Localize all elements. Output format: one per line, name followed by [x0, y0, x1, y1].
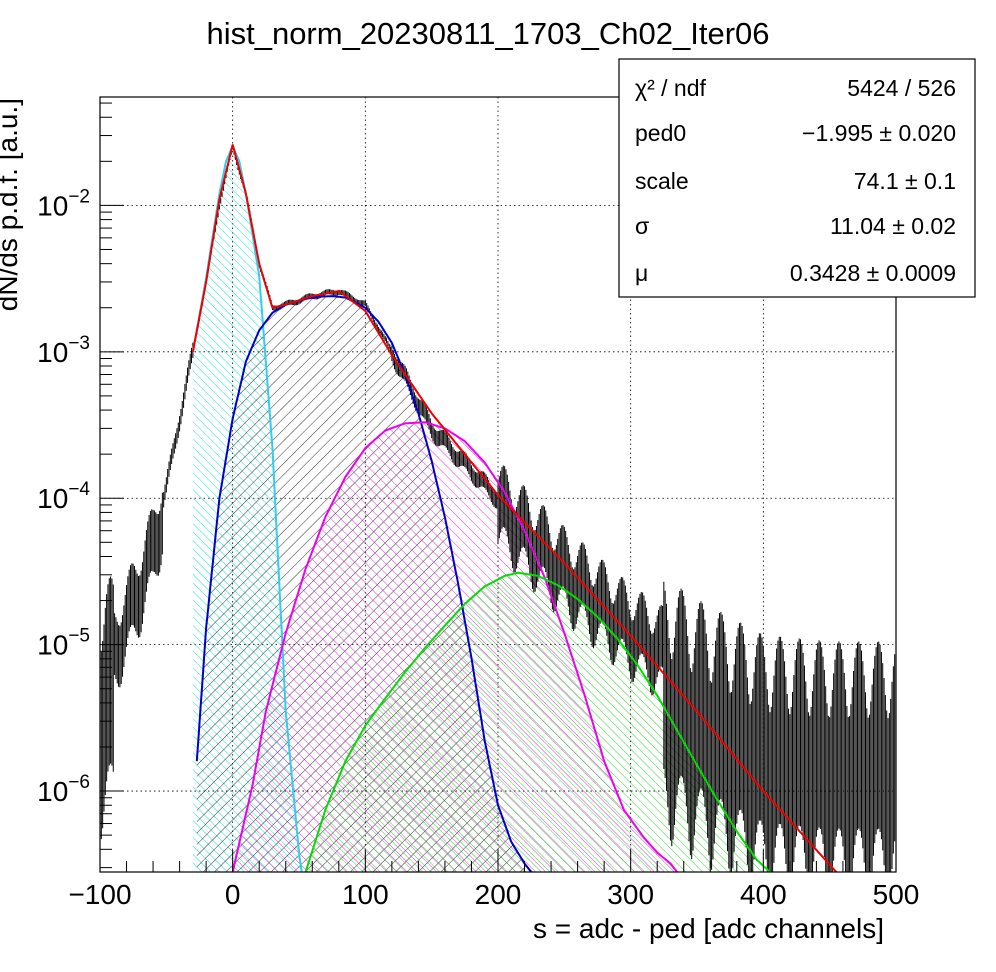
- chart-title: hist_norm_20230811_1703_Ch02_Iter06: [206, 16, 769, 51]
- y-tick-base: 10: [37, 630, 68, 661]
- y-tick-label: 10−6: [37, 772, 90, 807]
- y-tick-label: 10−3: [37, 333, 90, 368]
- x-tick-label: 500: [873, 879, 920, 910]
- y-tick-base: 10: [37, 190, 68, 221]
- y-tick-exponent: −5: [68, 626, 90, 647]
- y-tick-base: 10: [37, 776, 68, 807]
- fit-curves: [191, 143, 838, 872]
- x-axis-label: s = adc - ped [adc channels]: [533, 913, 884, 944]
- total-fit-curve: [191, 144, 838, 872]
- stats-label: ped0: [635, 120, 686, 146]
- x-tick-label: 200: [475, 879, 522, 910]
- three-pe-component-fill: [305, 572, 770, 872]
- axis-ticks: [99, 102, 897, 872]
- y-tick-labels: 10−610−510−410−310−2: [37, 186, 90, 807]
- stats-value: 74.1 ± 0.1: [854, 168, 956, 194]
- two-pe-curve: [231, 421, 678, 872]
- y-tick-label: 10−5: [37, 626, 90, 661]
- x-tick-label: 400: [740, 879, 787, 910]
- stats-value: 11.04 ± 0.02: [830, 213, 956, 239]
- stats-box: χ² / ndf 5424 / 526 ped0 −1.995 ± 0.020 scal…: [618, 58, 976, 298]
- x-tick-label: 0: [225, 879, 241, 910]
- component-fills: [192, 145, 770, 872]
- y-tick-exponent: −6: [68, 772, 90, 793]
- one-pe-curve: [195, 295, 532, 872]
- stats-box-frame: [618, 58, 976, 298]
- x-tick-labels: −100 0 100 200 300 400 500: [68, 879, 919, 910]
- stats-value: −1.995 ± 0.020: [802, 120, 956, 146]
- stats-value: 5424 / 526: [847, 75, 956, 101]
- y-tick-base: 10: [37, 483, 68, 514]
- y-tick-exponent: −3: [68, 333, 90, 354]
- y-tick-exponent: −2: [68, 186, 90, 207]
- three-pe-curve: [304, 571, 771, 872]
- y-tick-base: 10: [37, 337, 68, 368]
- y-axis-label: dN/ds p.d.f. [a.u.]: [0, 98, 23, 311]
- y-tick-label: 10−4: [37, 479, 90, 514]
- x-tick-label: 100: [342, 879, 389, 910]
- stats-label: σ: [635, 213, 649, 239]
- x-tick-label: −100: [68, 879, 131, 910]
- y-tick-label: 10−2: [37, 186, 90, 221]
- stats-label: μ: [635, 260, 648, 286]
- stats-label: χ² / ndf: [635, 75, 706, 101]
- stats-value: 0.3428 ± 0.0009: [790, 260, 956, 286]
- y-tick-exponent: −4: [68, 479, 90, 500]
- stats-label: scale: [635, 168, 689, 194]
- x-tick-label: 300: [607, 879, 654, 910]
